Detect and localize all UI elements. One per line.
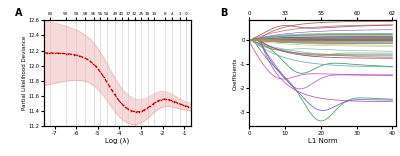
Y-axis label: Coefficients: Coefficients (232, 57, 238, 90)
Text: B: B (220, 7, 227, 18)
Text: A: A (15, 7, 22, 18)
X-axis label: Log (λ): Log (λ) (105, 138, 130, 144)
Y-axis label: Partial Likelihood Deviance: Partial Likelihood Deviance (22, 36, 27, 110)
X-axis label: L1 Norm: L1 Norm (308, 138, 338, 144)
